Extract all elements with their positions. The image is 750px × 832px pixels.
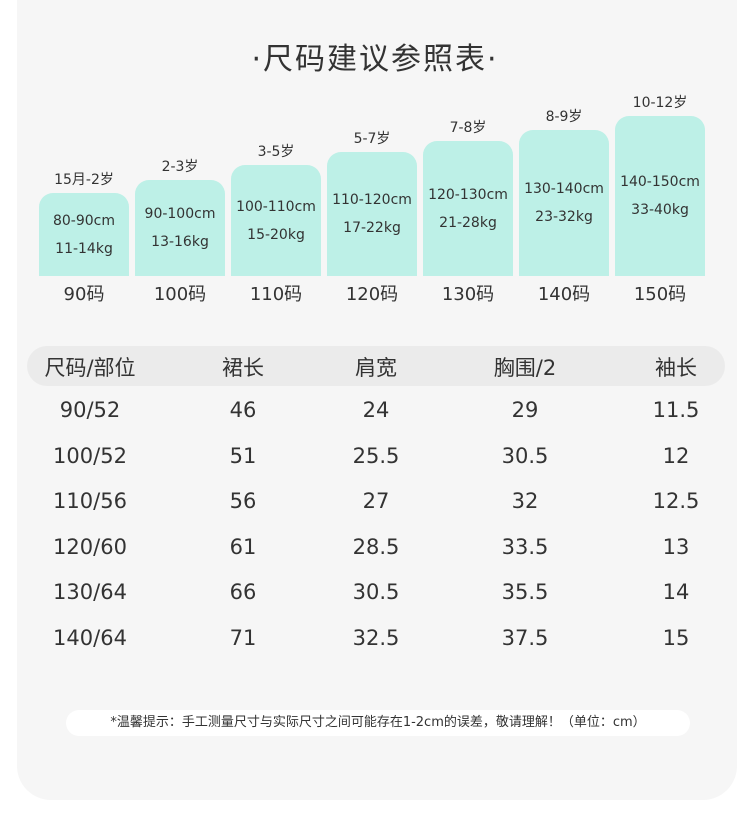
table-cell: 27: [362, 489, 390, 514]
table-cell: 14: [662, 580, 690, 605]
weight-range: 17-22kg: [343, 220, 401, 236]
weight-range: 23-32kg: [535, 209, 593, 225]
note: *温馨提示：手工测量尺寸与实际尺寸之间可能存在1-2cm的误差，敬请理解！（单位…: [66, 710, 690, 736]
table-cell: 35.5: [501, 580, 549, 605]
weight-range: 11-14kg: [55, 240, 113, 257]
age-label: 7-8岁: [449, 120, 487, 136]
column-header: 袖长: [655, 356, 697, 380]
weight-range: 21-28kg: [439, 214, 497, 231]
age-label: 5-7岁: [353, 131, 391, 147]
age-label: 15月-2岁: [54, 172, 114, 188]
table-cell: 15: [662, 626, 690, 650]
size-label: 100码: [153, 284, 207, 305]
table-cell: 71: [229, 626, 257, 650]
column-header: 肩宽: [355, 356, 397, 380]
table-cell: 29: [511, 398, 539, 422]
age-label: 3-5岁: [257, 144, 295, 160]
size-bar: [615, 116, 705, 276]
table-cell: 11.5: [652, 398, 700, 422]
size-label: 110码: [249, 284, 303, 305]
weight-range: 15-20kg: [247, 226, 305, 243]
column-header: 尺码/部位: [44, 356, 136, 380]
age-label: 2-3岁: [161, 159, 199, 175]
size-bar: [135, 180, 225, 276]
table-cell: 110/56: [53, 489, 127, 514]
height-range: 110-120cm: [332, 192, 412, 208]
table-cell: 25.5: [352, 443, 400, 468]
weight-range: 33-40kg: [631, 202, 689, 218]
weight-range: 13-16kg: [151, 234, 209, 250]
size-label: 130码: [441, 284, 495, 305]
table-cell: 140/64: [53, 626, 127, 650]
size-bar: [39, 193, 129, 276]
table-cell: 32: [511, 489, 539, 514]
table-cell: 46: [229, 398, 257, 422]
table-cell: 13: [662, 534, 690, 559]
table-header-bg: [27, 346, 725, 386]
table-cell: 24: [362, 398, 390, 422]
table-cell: 12: [662, 443, 690, 468]
table-cell: 51: [229, 443, 257, 468]
size-label: 150码: [633, 284, 687, 305]
age-label: 8-9岁: [545, 109, 583, 125]
age-label: 10-12岁: [632, 95, 688, 111]
size-label: 90码: [63, 284, 105, 305]
table-cell: 30.5: [352, 580, 400, 605]
size-bar: [519, 130, 609, 276]
height-range: 130-140cm: [524, 181, 604, 197]
table-cell: 120/60: [53, 534, 127, 559]
table-cell: 61: [229, 534, 257, 559]
table-cell: 130/64: [53, 580, 127, 605]
height-range: 100-110cm: [236, 198, 316, 215]
table-cell: 90/52: [59, 398, 121, 422]
height-range: 90-100cm: [144, 206, 216, 222]
table-cell: 28.5: [352, 534, 400, 559]
table-cell: 30.5: [501, 443, 549, 468]
table-cell: 100/52: [53, 443, 127, 468]
table-cell: 33.5: [501, 534, 549, 559]
size-label: 140码: [537, 284, 591, 305]
table-cell: 32.5: [352, 626, 400, 650]
column-header: 裙长: [222, 356, 264, 380]
size-bar: [327, 152, 417, 276]
height-range: 80-90cm: [52, 212, 115, 229]
column-header: 胸围/2: [493, 356, 557, 380]
size-bar: [231, 165, 321, 276]
table-cell: 56: [229, 489, 257, 514]
size-bar: [423, 141, 513, 276]
height-range: 120-130cm: [428, 186, 508, 203]
title: ·尺码建议参照表·: [251, 42, 499, 77]
height-range: 140-150cm: [620, 174, 700, 190]
size-label: 120码: [345, 284, 399, 305]
table-cell: 12.5: [652, 489, 700, 514]
table-cell: 66: [229, 580, 257, 605]
table-cell: 37.5: [501, 626, 549, 650]
